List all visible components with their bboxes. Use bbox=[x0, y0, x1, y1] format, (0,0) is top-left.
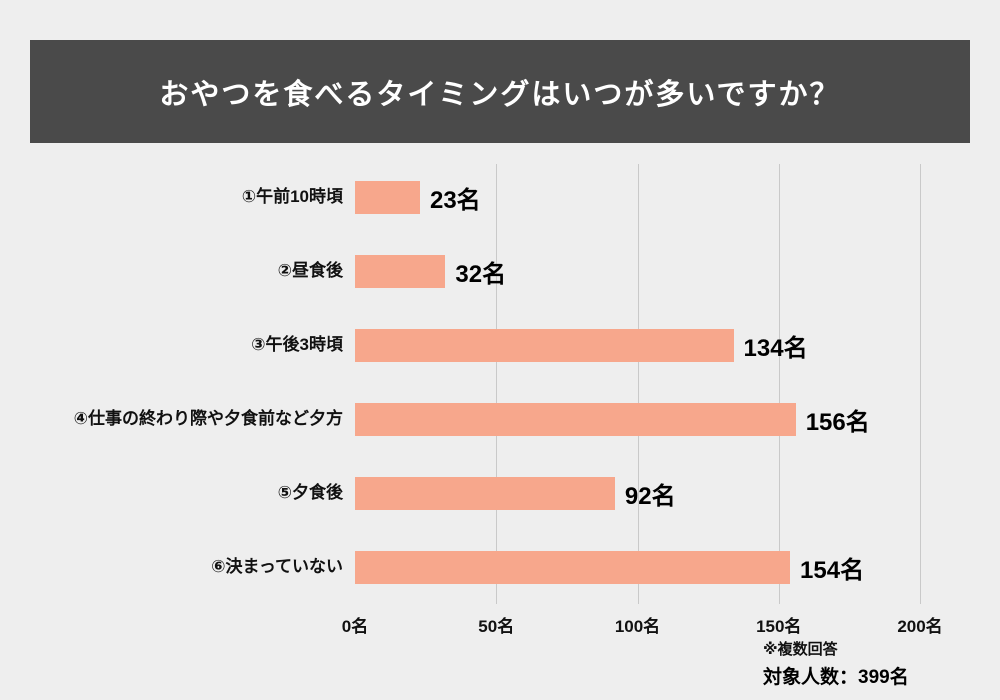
sample-size-note: 対象人数：399名 bbox=[763, 667, 909, 688]
chart-row: ②昼食後 32名 bbox=[30, 234, 970, 308]
bar-track: 32名 bbox=[355, 254, 920, 288]
x-tick-label: 200名 bbox=[897, 617, 943, 636]
bar-track: 154名 bbox=[355, 550, 920, 584]
bar bbox=[355, 180, 420, 214]
chart-footnotes: ※複数回答 対象人数：399名 bbox=[763, 638, 909, 689]
x-tick-label: 0名 bbox=[341, 617, 369, 636]
multiple-answers-note: ※複数回答 bbox=[763, 641, 838, 658]
value-label: 92名 bbox=[624, 482, 676, 510]
chart-row: ①午前10時頃 23名 bbox=[30, 160, 970, 234]
bar-track: 156名 bbox=[355, 402, 920, 436]
chart-title-banner: おやつを食べるタイミングはいつが多いですか？ bbox=[30, 40, 970, 143]
bar bbox=[355, 550, 791, 584]
gridline bbox=[778, 164, 780, 604]
value-label: 156名 bbox=[805, 408, 870, 436]
gridline bbox=[496, 164, 498, 604]
x-tick-label: 150名 bbox=[756, 617, 802, 636]
category-label: ⑥決まっていない bbox=[211, 556, 343, 576]
bar bbox=[355, 476, 615, 510]
bar bbox=[355, 402, 796, 436]
value-label: 134名 bbox=[743, 334, 808, 362]
x-axis: 0名 50名 100名 150名 200名 bbox=[342, 604, 943, 638]
value-label: 32名 bbox=[455, 260, 507, 288]
gridline bbox=[920, 164, 921, 604]
x-tick-label: 50名 bbox=[478, 617, 515, 636]
value-label: 23名 bbox=[429, 186, 481, 214]
chart-title: おやつを食べるタイミングはいつが多いですか？ bbox=[159, 78, 841, 111]
chart-row: ⑤夕食後 92名 bbox=[30, 456, 970, 530]
bar-track: 92名 bbox=[355, 476, 920, 510]
chart-row: ④仕事の終わり際や夕食前など夕方 156名 bbox=[30, 382, 970, 456]
value-label: 154名 bbox=[800, 556, 865, 584]
bar-chart: ①午前10時頃 23名 ②昼食後 32名 ③午後3時頃 134名 ④仕事の終わり際や夕食前な… bbox=[30, 160, 970, 638]
category-label: ⑤夕食後 bbox=[277, 482, 343, 502]
chart-row: ⑥決まっていない 154名 bbox=[30, 530, 970, 604]
bar-track: 23名 bbox=[355, 180, 920, 214]
category-label: ①午前10時頃 bbox=[241, 186, 343, 206]
chart-row: ③午後3時頃 134名 bbox=[30, 308, 970, 382]
x-tick-label: 100名 bbox=[614, 617, 661, 636]
gridline bbox=[637, 164, 639, 604]
chart-rows: ①午前10時頃 23名 ②昼食後 32名 ③午後3時頃 134名 ④仕事の終わり際や夕食前な… bbox=[30, 160, 970, 604]
bar bbox=[355, 328, 734, 362]
gridlines bbox=[355, 164, 921, 604]
category-label: ②昼食後 bbox=[277, 260, 343, 280]
bar bbox=[355, 254, 446, 288]
category-label: ④仕事の終わり際や夕食前など夕方 bbox=[73, 408, 343, 428]
category-label: ③午後3時頃 bbox=[251, 334, 343, 354]
bar-track: 134名 bbox=[355, 328, 920, 362]
